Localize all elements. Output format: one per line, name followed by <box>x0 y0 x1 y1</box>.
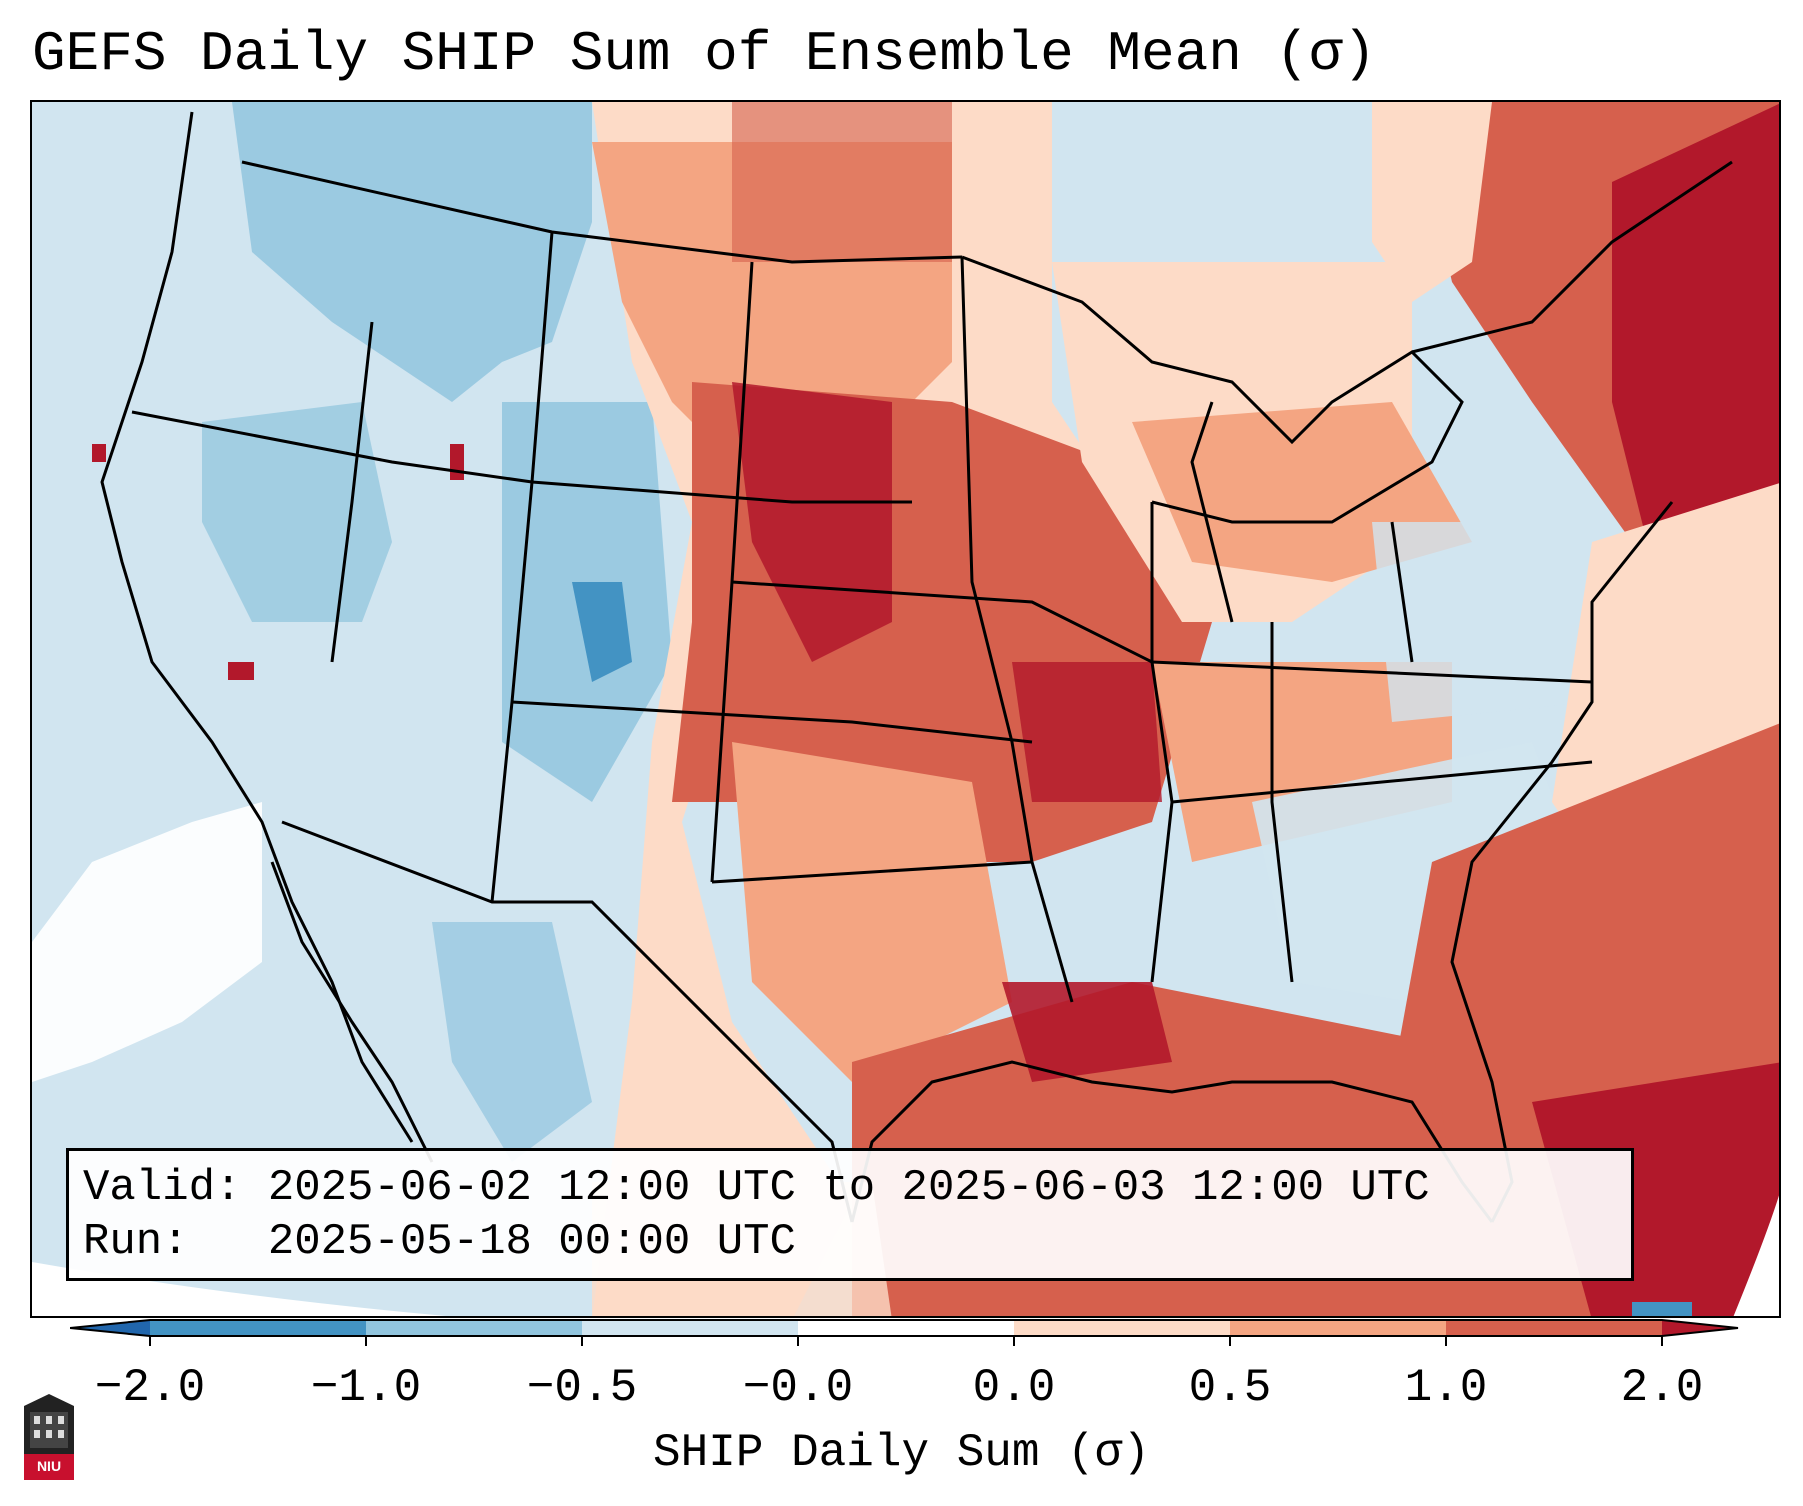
run-row: Run: 2025-05-18 00:00 UTC <box>83 1215 1631 1269</box>
state-line-3 <box>490 231 554 903</box>
region-nebraska-dark <box>732 382 892 662</box>
st-lawrence <box>1411 160 1733 354</box>
region-outside-domain-right <box>1733 1195 1779 1316</box>
colorbar-tick-label: −1.0 <box>310 1362 422 1414</box>
colorbar-ticks <box>149 1336 1663 1346</box>
state-line-12 <box>1151 660 1593 684</box>
niu-logo-text: NIU <box>36 1458 62 1474</box>
colorbar-tick-label: 0.5 <box>1188 1362 1272 1414</box>
region-outside-domain <box>32 1262 446 1316</box>
colorbar-segment <box>582 1320 798 1336</box>
region-ontario-light <box>1372 102 1492 302</box>
cell-socal-red <box>228 662 254 680</box>
state-line-5 <box>511 700 1033 744</box>
state-line-13 <box>1171 760 1593 804</box>
field-map <box>32 102 1779 1316</box>
colorbar-segment <box>1230 1320 1446 1336</box>
colorbar-tick-label: 2.0 <box>1620 1362 1704 1414</box>
valid-row: Valid: 2025-06-02 12:00 UTC to 2025-06-0… <box>83 1161 1631 1215</box>
valid-label: Valid: <box>83 1163 242 1213</box>
state-line-10 <box>1150 502 1174 983</box>
valid-value: 2025-06-02 12:00 UTC to 2025-06-03 12:00… <box>267 1163 1430 1213</box>
lake-michigan <box>1190 401 1234 623</box>
state-line-7 <box>960 256 1034 863</box>
colorbar-segment <box>798 1320 1014 1336</box>
great-lakes-outline <box>961 255 1464 524</box>
colorbar-segment <box>150 1320 366 1336</box>
state-line-14 <box>1390 521 1414 663</box>
colorbar-tick-label: 1.0 <box>1404 1362 1488 1414</box>
cell-bahamas-blue <box>1632 1302 1692 1316</box>
run-value: 2025-05-18 00:00 UTC <box>267 1217 796 1267</box>
colorbar-segment <box>366 1320 582 1336</box>
validity-info-box: Valid: 2025-06-02 12:00 UTC to 2025-06-0… <box>66 1148 1634 1281</box>
region-baja-blue <box>432 922 592 1162</box>
region-colorado-deep-blue <box>572 582 632 682</box>
run-label: Run: <box>83 1217 189 1267</box>
gulf-coast-line <box>850 1060 1494 1223</box>
colorbar-segment <box>1014 1320 1230 1336</box>
region-texas-mid <box>732 742 1012 1082</box>
niu-logo: NIU <box>20 1392 78 1484</box>
state-line-9 <box>711 860 1033 884</box>
niu-logo-icon <box>24 1394 74 1480</box>
region-louisiana-dark <box>1002 982 1172 1082</box>
colorbar <box>70 1319 1739 1346</box>
cell-california-red <box>92 444 106 462</box>
region-appalachia-light <box>1372 522 1592 722</box>
map-panel <box>30 100 1781 1318</box>
state-line-4 <box>531 480 912 504</box>
region-great-basin-blue <box>202 402 392 622</box>
canada-border <box>241 160 963 264</box>
colorbar-segment <box>1446 1320 1662 1336</box>
colorbar-title: SHIP Daily Sum (σ) <box>653 1427 1150 1479</box>
cell-utah-red <box>450 444 464 480</box>
state-line-8 <box>731 580 1153 664</box>
colorbar-tick-label: 0.0 <box>972 1362 1056 1414</box>
baja-line <box>270 861 434 1163</box>
region-pacific-white <box>32 802 262 1082</box>
region-northwest-blue <box>232 102 592 402</box>
colorbar-tick-label: −2.0 <box>94 1362 206 1414</box>
colorbar-extend-right <box>1662 1320 1738 1336</box>
state-line-15 <box>1030 861 1074 1003</box>
state-line-11 <box>1270 622 1294 983</box>
state-line-1 <box>131 410 533 484</box>
region-missouri-dark <box>1012 662 1162 802</box>
region-north-dakota-mid <box>732 102 952 262</box>
state-line-2 <box>330 321 374 663</box>
anomaly-field <box>32 102 1779 1316</box>
colorbar-tick-label: −0.0 <box>742 1362 854 1414</box>
colorbar-extend-left <box>70 1320 150 1336</box>
colorbar-tick-label: −0.5 <box>526 1362 638 1414</box>
chart-title: GEFS Daily SHIP Sum of Ensemble Mean (σ) <box>32 22 1377 86</box>
region-new-england-dark <box>1612 103 1779 562</box>
